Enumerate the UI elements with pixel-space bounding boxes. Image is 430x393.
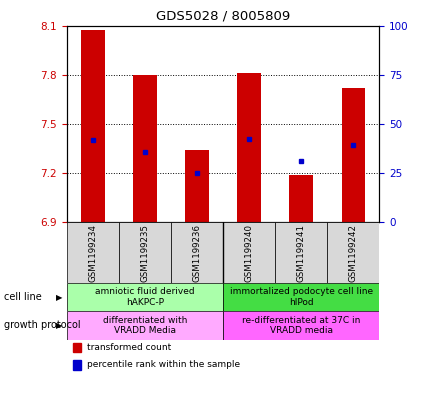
Text: GSM1199242: GSM1199242 xyxy=(348,224,357,281)
Bar xyxy=(223,283,378,311)
Bar xyxy=(81,30,104,222)
Bar xyxy=(73,360,81,369)
Text: GSM1199236: GSM1199236 xyxy=(192,224,201,281)
Bar xyxy=(223,222,274,283)
Bar xyxy=(67,311,223,340)
Bar xyxy=(67,222,119,283)
Bar xyxy=(67,283,223,311)
Bar xyxy=(171,222,223,283)
Text: immortalized podocyte cell line
hIPod: immortalized podocyte cell line hIPod xyxy=(229,287,372,307)
Bar xyxy=(185,150,208,222)
Bar xyxy=(73,343,81,352)
Title: GDS5028 / 8005809: GDS5028 / 8005809 xyxy=(156,10,289,23)
Bar xyxy=(133,75,156,222)
Text: GSM1199241: GSM1199241 xyxy=(296,224,305,281)
Bar xyxy=(341,88,364,222)
Text: amniotic fluid derived
hAKPC-P: amniotic fluid derived hAKPC-P xyxy=(95,287,194,307)
Bar xyxy=(326,222,378,283)
Text: ▶: ▶ xyxy=(56,293,62,301)
Text: GSM1199240: GSM1199240 xyxy=(244,224,253,281)
Text: differentiated with
VRADD Media: differentiated with VRADD Media xyxy=(102,316,187,335)
Text: growth protocol: growth protocol xyxy=(4,320,81,331)
Text: GSM1199234: GSM1199234 xyxy=(88,224,97,281)
Bar xyxy=(223,311,378,340)
Text: percentile rank within the sample: percentile rank within the sample xyxy=(87,360,240,369)
Bar xyxy=(237,73,260,222)
Text: GSM1199235: GSM1199235 xyxy=(140,224,149,281)
Bar xyxy=(274,222,326,283)
Text: transformed count: transformed count xyxy=(87,343,171,352)
Text: cell line: cell line xyxy=(4,292,42,302)
Text: re-differentiated at 37C in
VRADD media: re-differentiated at 37C in VRADD media xyxy=(241,316,359,335)
Bar xyxy=(119,222,171,283)
Text: ▶: ▶ xyxy=(56,321,62,330)
Bar xyxy=(289,174,312,222)
